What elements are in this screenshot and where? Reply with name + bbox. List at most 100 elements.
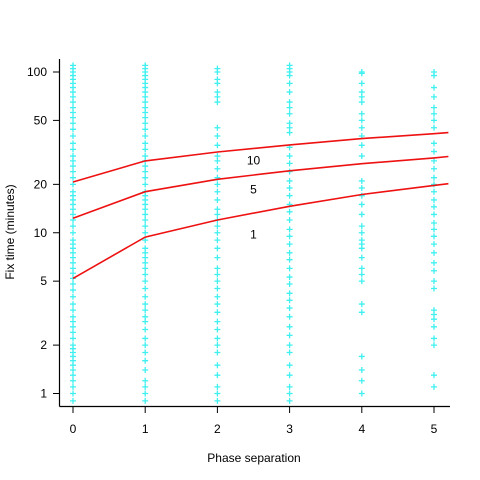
data-point (358, 153, 365, 160)
data-point (70, 104, 76, 111)
data-point (70, 99, 76, 106)
data-point (431, 383, 437, 390)
data-point (70, 153, 76, 160)
data-point (214, 372, 221, 379)
y-tick-label: 10 (34, 226, 48, 240)
data-point (70, 140, 76, 147)
annotations-layer: 10 5 1 (247, 154, 261, 242)
data-point (358, 89, 365, 96)
data-point (142, 271, 149, 278)
data-point (286, 62, 293, 69)
data-point (214, 318, 221, 325)
y-tick-label: 5 (40, 274, 47, 288)
data-point (431, 226, 437, 233)
data-point (214, 285, 221, 292)
data-point (286, 383, 293, 390)
data-point (358, 184, 365, 191)
data-point (286, 177, 293, 184)
data-point (214, 196, 221, 203)
data-point (70, 377, 76, 384)
data-point (286, 342, 293, 349)
data-point (358, 110, 365, 117)
data-point (142, 153, 149, 160)
data-point (214, 278, 221, 285)
y-tick-label: 20 (34, 177, 48, 191)
data-point (358, 309, 365, 316)
data-point (431, 174, 437, 181)
data-point (431, 188, 437, 195)
y-tick-label: 1 (40, 387, 47, 401)
data-point (358, 377, 365, 384)
data-point (286, 192, 293, 199)
data-point (70, 287, 76, 294)
data-point (358, 80, 365, 87)
data-point (214, 89, 221, 96)
data-point (358, 254, 365, 261)
data-point (70, 237, 76, 244)
data-point (70, 307, 76, 314)
data-point (286, 217, 293, 224)
data-point (142, 265, 149, 272)
x-tick-label: 5 (431, 422, 438, 436)
data-point (142, 307, 149, 314)
data-point (431, 342, 437, 349)
data-point (70, 126, 76, 133)
x-tick-label: 0 (70, 422, 77, 436)
data-point (358, 237, 365, 244)
data-point (214, 271, 221, 278)
data-point (70, 181, 76, 188)
data-point (70, 301, 76, 308)
data-point (142, 217, 149, 224)
data-point (286, 397, 293, 404)
data-point (214, 188, 221, 195)
data-point (431, 84, 437, 91)
data-point (358, 211, 365, 218)
data-point (286, 265, 293, 272)
data-point (142, 114, 149, 121)
data-point (286, 274, 293, 281)
data-point (286, 305, 293, 312)
data-point (214, 293, 221, 300)
data-point (286, 153, 293, 160)
data-point (142, 245, 149, 252)
data-point (142, 367, 149, 374)
data-point (142, 237, 149, 244)
data-point (431, 211, 437, 218)
data-point (142, 293, 149, 300)
data-point (142, 335, 149, 342)
y-tick-label: 2 (40, 338, 47, 352)
data-point (142, 99, 149, 106)
data-point (214, 142, 221, 149)
data-point (358, 229, 365, 236)
data-point (431, 249, 437, 256)
data-point (214, 254, 221, 261)
data-point (358, 201, 365, 208)
data-point (431, 157, 437, 164)
y-axis-title: Fix time (minutes) (3, 184, 17, 279)
data-point (431, 140, 437, 147)
data-point (214, 397, 221, 404)
data-point (286, 313, 293, 320)
data-point (70, 265, 76, 272)
data-point (70, 342, 76, 349)
data-point (70, 335, 76, 342)
data-point (431, 148, 437, 155)
data-point (286, 208, 293, 215)
data-point (431, 307, 437, 314)
data-point (142, 146, 149, 153)
data-point (214, 165, 221, 172)
data-point (431, 93, 437, 100)
data-point (431, 259, 437, 266)
data-point (214, 301, 221, 308)
data-point (142, 120, 149, 127)
series-line-10 (72, 131, 449, 183)
data-point (142, 223, 149, 230)
data-point (431, 372, 437, 379)
data-point (70, 323, 76, 330)
data-point (214, 76, 221, 83)
data-point (358, 271, 365, 278)
data-point (286, 349, 293, 356)
data-point (70, 223, 76, 230)
data-point (70, 275, 76, 282)
data-point (142, 357, 149, 364)
